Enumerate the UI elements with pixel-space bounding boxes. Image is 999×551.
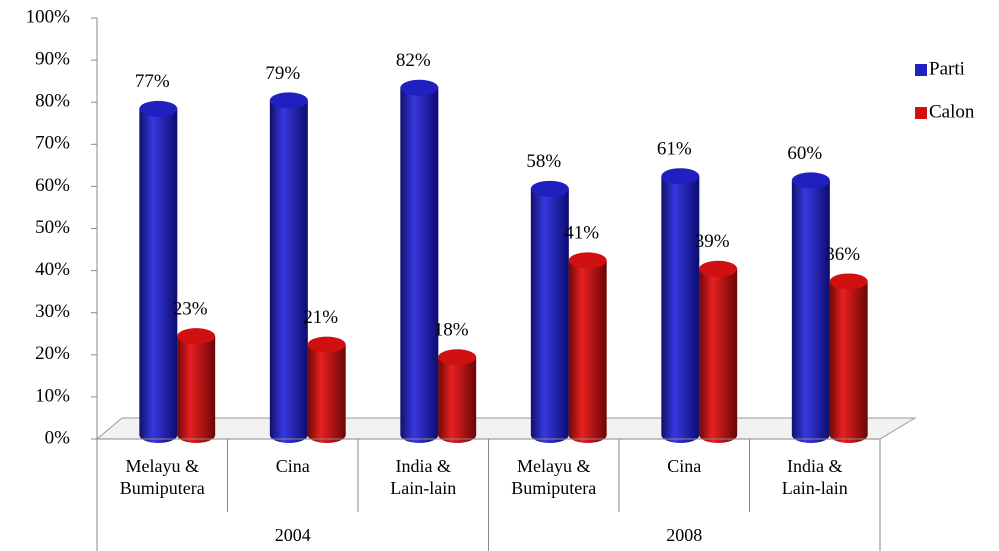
bar-body — [438, 357, 477, 443]
value-label: 23% — [173, 299, 208, 320]
bar-top — [139, 100, 178, 117]
y-tick-label: 30% — [35, 301, 70, 322]
value-label: 21% — [303, 307, 338, 328]
y-tick-label: 0% — [45, 427, 71, 448]
bar-body — [177, 336, 216, 443]
x-tick-label: India & Lain-lain — [781, 456, 848, 498]
bar-body — [139, 108, 178, 443]
bar-top — [438, 349, 477, 366]
bar — [139, 100, 178, 443]
bar-body — [269, 100, 308, 443]
bar-top — [791, 172, 830, 189]
bar-top — [269, 92, 308, 109]
bar-top — [568, 252, 607, 269]
x-tick-label: India & Lain-lain — [390, 456, 457, 498]
legend-swatch — [915, 64, 927, 76]
x-tick-label: Cina — [667, 456, 702, 476]
value-label: 79% — [265, 63, 300, 84]
y-tick-label: 90% — [35, 48, 70, 69]
y-tick-label: 20% — [35, 343, 70, 364]
bar-body — [791, 180, 830, 443]
group-label: 2008 — [666, 525, 702, 545]
bar — [438, 349, 477, 443]
y-tick-label: 70% — [35, 133, 70, 154]
legend-label: Calon — [929, 101, 975, 122]
value-label: 18% — [434, 320, 469, 341]
bar — [269, 92, 308, 443]
value-label: 61% — [657, 139, 692, 160]
bar-top — [530, 180, 569, 197]
y-tick-label: 40% — [35, 259, 70, 280]
bar-body — [829, 281, 868, 443]
bar-body — [661, 176, 700, 443]
bar-top — [699, 260, 738, 277]
x-tick-label: Melayu & Bumiputera — [119, 456, 205, 498]
y-tick-label: 80% — [35, 91, 70, 112]
bar — [791, 172, 830, 443]
bar-body — [307, 344, 346, 443]
value-label: 60% — [787, 143, 822, 164]
bar-top — [829, 273, 868, 290]
bar — [568, 252, 607, 443]
x-tick-label: Cina — [275, 456, 310, 476]
bar — [829, 273, 868, 443]
y-tick-label: 60% — [35, 175, 70, 196]
value-label: 41% — [564, 223, 599, 244]
bar-top — [177, 328, 216, 345]
y-tick-label: 100% — [26, 6, 71, 27]
y-tick-label: 50% — [35, 217, 70, 238]
bar — [530, 180, 569, 443]
bar-body — [400, 87, 439, 443]
bar-top — [400, 79, 439, 96]
bar — [699, 260, 738, 443]
bar-top — [307, 336, 346, 353]
bar — [307, 336, 346, 443]
bar — [400, 79, 439, 443]
bar-body — [568, 260, 607, 443]
value-label: 36% — [825, 244, 860, 265]
legend-swatch — [915, 107, 927, 119]
group-label: 2004 — [275, 525, 311, 545]
bar-body — [699, 268, 738, 443]
value-label: 39% — [695, 231, 730, 252]
x-tick-label: Melayu & Bumiputera — [511, 456, 597, 498]
y-tick-label: 10% — [35, 385, 70, 406]
value-label: 58% — [526, 151, 561, 172]
bar — [661, 168, 700, 443]
value-label: 77% — [135, 71, 170, 92]
value-label: 82% — [396, 50, 431, 71]
legend-label: Parti — [929, 58, 965, 79]
bar-top — [661, 168, 700, 185]
bar — [177, 328, 216, 443]
bar-body — [530, 188, 569, 443]
